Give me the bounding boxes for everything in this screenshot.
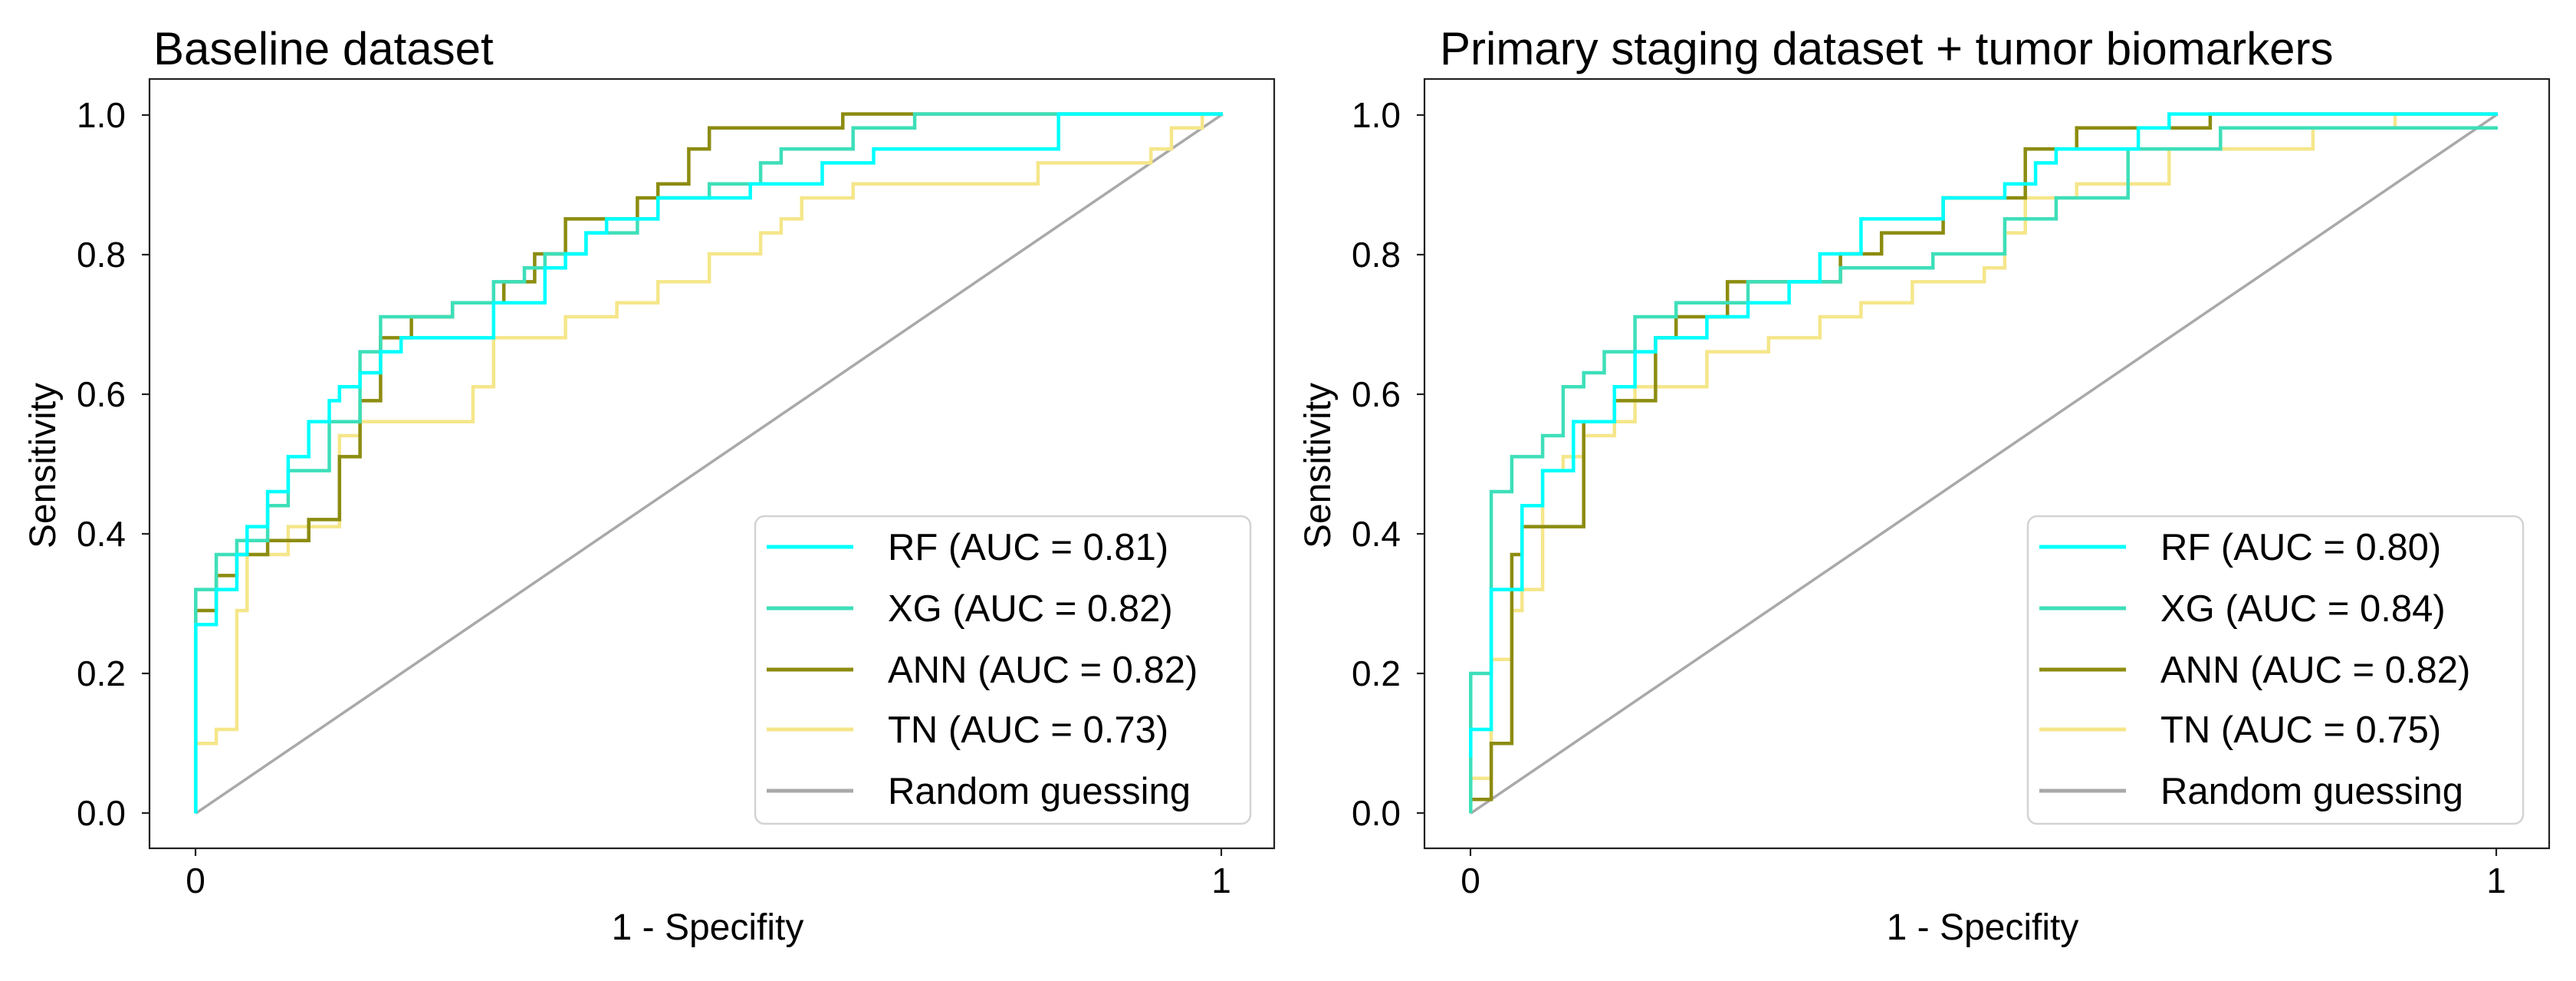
y-tick-label: 0.4 xyxy=(77,514,126,554)
legend-label-rf: RF (AUC = 0.80) xyxy=(2160,527,2441,568)
axes-frame xyxy=(148,77,1276,850)
x-tick-label: 1 xyxy=(1211,861,1231,900)
y-tick-label: 0.2 xyxy=(1352,653,1401,693)
y-tick-label: 0.6 xyxy=(1352,374,1401,414)
legend-label-ann: ANN (AUC = 0.82) xyxy=(2160,650,2470,691)
roc-curve-random xyxy=(195,113,1224,815)
plot-area xyxy=(194,112,1224,815)
legend-label-random: Random guessing xyxy=(888,771,1191,812)
roc-curve-xg xyxy=(1469,126,2498,814)
legend-frame xyxy=(2026,515,2525,825)
y-tick-label: 0.8 xyxy=(77,235,126,275)
legend-label-ann: ANN (AUC = 0.82) xyxy=(888,650,1198,691)
chart-title: Primary staging dataset + tumor biomarke… xyxy=(1440,23,2333,74)
y-axis-label: Sensitivity xyxy=(23,383,64,548)
roc-curve-random xyxy=(1470,113,2499,815)
roc-curve-rf xyxy=(1469,112,2498,758)
x-tick-label: 0 xyxy=(186,861,205,900)
legend: RF (AUC = 0.81) XG (AUC = 0.82) ANN (AUC… xyxy=(754,515,1252,825)
plot-area xyxy=(1469,112,2499,815)
y-tick-label: 0.0 xyxy=(1352,793,1401,833)
x-axis-label: 1 - Specifity xyxy=(1887,907,2079,948)
y-tick-label: 1.0 xyxy=(77,95,126,135)
legend-label-xg: XG (AUC = 0.82) xyxy=(888,588,1173,630)
axes-frame xyxy=(1423,77,2551,850)
y-tick-label: 0.6 xyxy=(77,374,126,414)
x-tick-label: 1 xyxy=(2486,861,2506,900)
chart-panel-staging-biomarkers: Primary staging dataset + tumor biomarke… xyxy=(1298,23,2551,948)
y-tick-label: 1.0 xyxy=(1352,95,1401,135)
chart-title: Baseline dataset xyxy=(153,23,494,74)
legend-label-tn: TN (AUC = 0.75) xyxy=(2160,709,2441,751)
legend-frame xyxy=(754,515,1252,825)
y-axis-label: Sensitivity xyxy=(1298,383,1339,548)
y-tick-label: 0.4 xyxy=(1352,514,1401,554)
y-tick-label: 0.2 xyxy=(77,653,126,693)
chart-panel-baseline: Baseline dataset 0.0 0.2 0.4 0.6 0.8 1.0… xyxy=(23,23,1276,948)
roc-curve-rf xyxy=(194,112,1223,814)
y-tick-label: 0.0 xyxy=(77,793,126,833)
legend-label-xg: XG (AUC = 0.84) xyxy=(2160,588,2446,630)
legend-label-rf: RF (AUC = 0.81) xyxy=(888,527,1168,568)
legend: RF (AUC = 0.80) XG (AUC = 0.84) ANN (AUC… xyxy=(2026,515,2525,825)
legend-label-random: Random guessing xyxy=(2160,771,2463,812)
y-tick-label: 0.8 xyxy=(1352,235,1401,275)
legend-label-tn: TN (AUC = 0.73) xyxy=(888,709,1168,751)
x-tick-label: 0 xyxy=(1460,861,1480,900)
x-axis-label: 1 - Specifity xyxy=(612,907,804,948)
